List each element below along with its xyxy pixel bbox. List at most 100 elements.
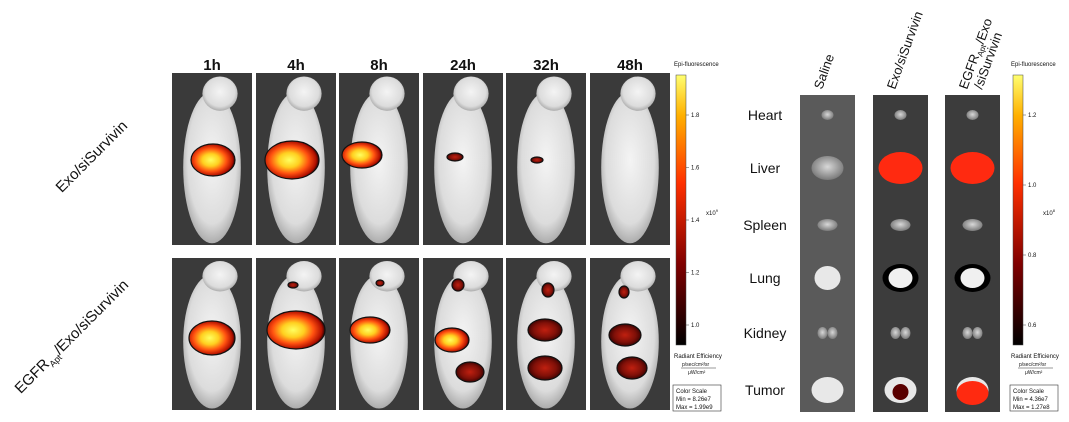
colorbar-title: Epi-fluorescence: [674, 62, 719, 68]
colorbar-tick-label: 1.4: [691, 218, 700, 224]
fluorescence-signal: [530, 156, 544, 164]
organ: [817, 219, 838, 231]
fluorescence-signal: [266, 310, 326, 350]
fluorescence-signal: [892, 384, 909, 400]
fluorescence-signal: [434, 327, 470, 353]
organ-label: Liver: [750, 160, 781, 176]
organ: [966, 110, 979, 120]
mouse-head: [620, 261, 656, 292]
organ-strip: [945, 95, 1000, 412]
mouse-head: [369, 76, 405, 111]
scale-box: [672, 384, 722, 412]
organ: [962, 219, 983, 231]
group-header: Saline: [811, 52, 837, 91]
colorbar-tick-label: 1.0: [1028, 183, 1037, 189]
fluorescence-signal: [541, 282, 555, 298]
scale-title: Color Scale: [676, 389, 708, 395]
colorbar: [1012, 74, 1024, 346]
fluorescence-signal: [451, 278, 465, 292]
organ: [821, 110, 834, 120]
fluorescence-signal: [878, 152, 923, 184]
exponent-base: x10: [1043, 211, 1053, 217]
organ-strip: [873, 95, 928, 412]
time-label: 8h: [370, 57, 388, 74]
group-header: Exo/siSurvivin: [884, 9, 926, 91]
fluorescence-signal: [190, 143, 236, 177]
unit-num: p/sec/cm²/sr: [1019, 362, 1047, 368]
time-label: 4h: [287, 57, 305, 74]
exponent-power: 9: [716, 208, 719, 213]
fluorescence-signal: [950, 152, 995, 184]
organ: [900, 327, 911, 339]
image-layer: [172, 73, 1000, 412]
mouse-head: [369, 261, 405, 292]
colorbar-title: Epi-fluorescence: [1011, 62, 1056, 68]
row-label: EGFRApt/Exo/siSurvivin: [12, 277, 134, 399]
row-label-part: /Exo/siSurvivin: [51, 277, 133, 359]
time-label: 32h: [533, 57, 559, 74]
fluorescence-signal: [264, 140, 320, 180]
unit-num: p/sec/cm²/sr: [682, 362, 710, 368]
organ-label: Spleen: [743, 217, 787, 233]
row-label-part: Exo/siSurvivin: [53, 118, 132, 197]
organ: [888, 268, 913, 288]
colorbar-tick-label: 1.2: [691, 271, 700, 277]
row-label: Exo/siSurvivin: [53, 118, 132, 197]
organ-label: Heart: [748, 107, 782, 123]
organ: [817, 327, 828, 339]
time-label: 24h: [450, 57, 476, 74]
fluorescence-signal: [349, 316, 391, 344]
mouse-body: [350, 91, 408, 244]
fluorescence-signal: [446, 152, 464, 162]
organ-label: Kidney: [744, 325, 787, 341]
colorbar-tick-label: 1.6: [691, 166, 700, 172]
organ: [960, 268, 985, 288]
fluorescence-signal: [455, 361, 485, 383]
fluorescence-signal: [608, 323, 642, 347]
fluorescence-signal: [341, 141, 383, 169]
organ: [890, 327, 901, 339]
organ: [962, 327, 973, 339]
time-label: 48h: [617, 57, 643, 74]
fluorescence-signal: [527, 318, 563, 342]
mouse-head: [536, 76, 572, 111]
fluorescence-signal: [956, 381, 989, 405]
fluorescence-signal: [618, 285, 630, 299]
fluorescence-signal: [375, 279, 385, 287]
organ-label: Tumor: [745, 382, 785, 398]
mouse-head: [286, 76, 322, 111]
mouse-head: [453, 76, 489, 111]
mouse-body: [434, 91, 492, 244]
organ: [894, 110, 907, 120]
organ-strip: [800, 95, 855, 412]
group-header-part: Apt: [976, 43, 989, 58]
mouse-body: [601, 91, 659, 244]
group-header-part: Saline: [811, 52, 837, 91]
colorbar-tick-label: 1.8: [691, 113, 700, 119]
mouse-head: [202, 76, 238, 111]
colorbar-tick-label: 1.0: [691, 323, 700, 329]
scale-box: [1009, 384, 1059, 412]
fluorescence-signal: [527, 355, 563, 381]
mouse-head: [620, 76, 656, 111]
exponent-base: x10: [706, 211, 716, 217]
fluorescence-signal: [616, 356, 648, 380]
organ: [827, 327, 838, 339]
scale-max: Max = 1.27e8: [1013, 405, 1050, 411]
organ: [890, 219, 911, 231]
mouse-head: [202, 261, 238, 292]
scale-min: Min = 8.26e7: [676, 397, 712, 403]
scale-title: Color Scale: [1013, 389, 1045, 395]
fluorescence-signal: [188, 320, 236, 356]
colorbar-tick-label: 0.8: [1028, 253, 1037, 259]
organ: [972, 327, 983, 339]
organ: [811, 156, 844, 180]
organ-label: Lung: [749, 270, 780, 286]
unit-den: μW/cm²: [1025, 370, 1043, 376]
colorbar-exponent: x108: [1043, 208, 1056, 217]
colorbar-exponent: x109: [706, 208, 719, 217]
unit-title: Radiant Efficiency: [1011, 354, 1059, 360]
group-header: EGFRApt/Exo: [956, 16, 997, 91]
mouse-body: [517, 91, 575, 244]
